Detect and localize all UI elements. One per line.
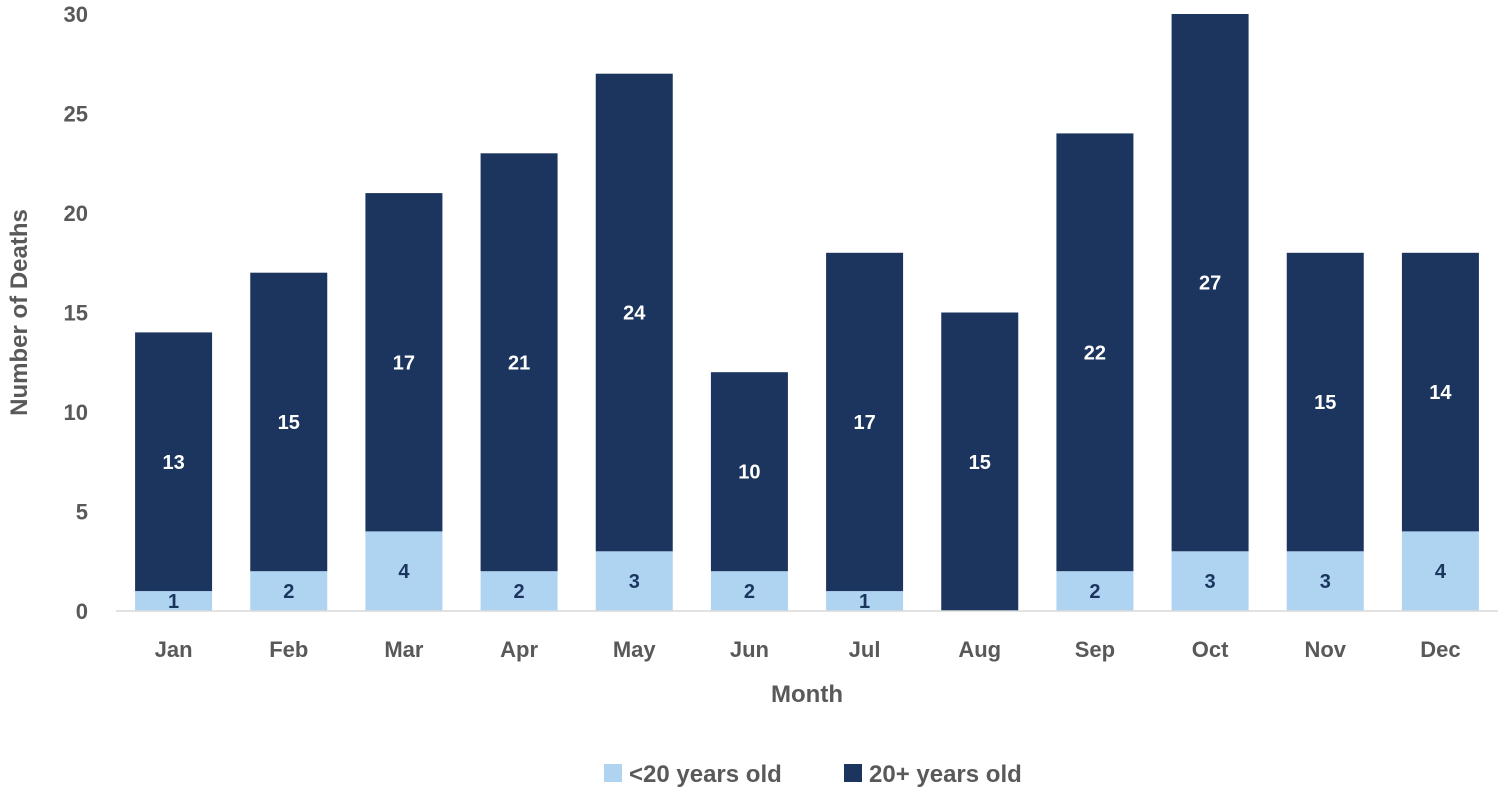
bar-under20-oct [1171,551,1249,611]
bar-20plus-apr [480,153,558,572]
x-tick-label: Jun [730,637,769,662]
legend-swatch [844,764,862,782]
bar-under20-jan [135,591,213,611]
bar-20plus-oct [1171,14,1249,552]
bar-under20-sep [1056,571,1134,611]
data-label: 22 [1084,342,1106,364]
bar-under20-dec [1401,531,1479,611]
y-tick-label: 0 [76,599,88,624]
legend: <20 years old 20+ years old [604,761,1022,788]
data-label: 21 [508,352,530,374]
data-label: 17 [853,412,875,434]
x-axis-title: Month [771,681,843,708]
data-label: 2 [744,581,755,603]
y-tick-label: 25 [64,102,88,127]
bars [135,14,1479,611]
bar-20plus-jan [135,332,213,592]
bar-20plus-may [595,73,673,552]
x-tick-label: Sep [1075,637,1115,662]
bar-20plus-mar [365,193,443,532]
bar-under20-jul [826,591,904,611]
x-tick-label: Jul [849,637,881,662]
y-axis-title: Number of Deaths [6,209,33,416]
data-label: 24 [623,303,646,325]
x-tick-label: Feb [269,637,308,662]
bar-20plus-dec [1401,252,1479,532]
bar-20plus-aug [941,312,1019,611]
data-label: 15 [278,412,300,434]
y-tick-label: 5 [76,500,88,525]
y-tick-label: 15 [64,301,88,326]
data-label: 4 [398,561,410,583]
data-label: 14 [1429,382,1452,404]
bar-20plus-sep [1056,133,1134,572]
x-tick-label: Jan [155,637,193,662]
y-tick-label: 10 [64,400,88,425]
legend-label: 20+ years old [869,761,1022,788]
data-label: 2 [1089,581,1100,603]
data-label: 3 [1320,571,1331,593]
data-label: 15 [1314,392,1336,414]
data-label: 3 [629,571,640,593]
x-tick-label: Aug [958,637,1001,662]
x-tick-label: Dec [1420,637,1460,662]
y-tick-label: 20 [64,201,88,226]
bar-20plus-feb [250,272,328,572]
data-label: 13 [162,452,184,474]
x-tick-label: May [613,637,657,662]
bar-under20-feb [250,571,328,611]
data-label: 15 [969,452,991,474]
bar-20plus-jul [826,252,904,592]
x-tick-label: Oct [1192,637,1229,662]
bar-20plus-jun [710,372,788,572]
data-label: 10 [738,462,760,484]
data-label: 2 [514,581,525,603]
x-axis-ticks: Jan Feb Mar Apr May Jun Jul Aug Sep Oct Nov Dec [155,637,1461,662]
bar-under20-apr [480,571,558,611]
bar-under20-may [595,551,673,611]
data-label: 2 [283,581,294,603]
data-label: 4 [1435,561,1447,583]
data-label: 27 [1199,273,1221,295]
legend-label: <20 years old [629,761,782,788]
bar-under20-mar [365,531,443,611]
bar-20plus-nov [1286,252,1364,552]
bar-under20-nov [1286,551,1364,611]
data-label: 1 [168,591,179,613]
x-tick-label: Nov [1304,637,1346,662]
data-label: 3 [1205,571,1216,593]
x-tick-label: Apr [500,637,538,662]
legend-swatch [604,764,622,782]
bar-under20-jun [710,571,788,611]
y-tick-label: 30 [64,2,88,27]
x-tick-label: Mar [384,637,424,662]
y-axis-ticks: 0 5 10 15 20 25 30 [64,2,88,624]
data-label: 17 [393,352,415,374]
data-label: 1 [859,591,870,613]
